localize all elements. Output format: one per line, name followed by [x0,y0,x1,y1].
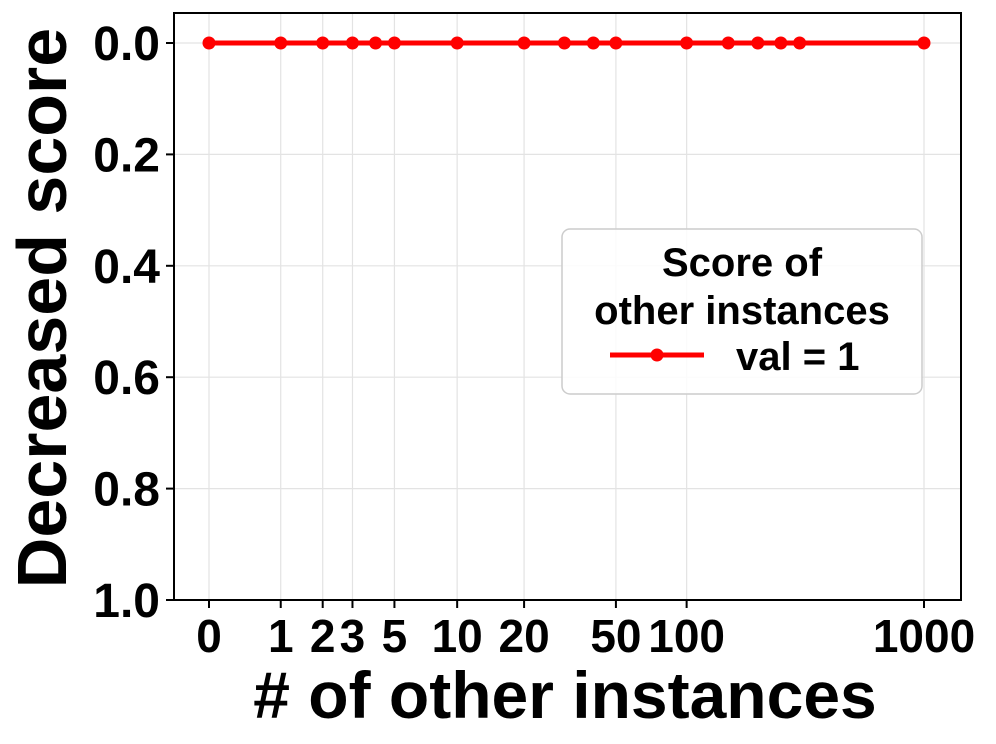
data-point-0-9 [586,36,600,50]
y-tick-label-4: 0.8 [93,464,160,517]
data-point-0-0 [202,36,216,50]
legend-series-marker [650,348,664,362]
x-tick-label-5: 10 [432,610,483,662]
legend-title-line2: other instances [594,289,890,333]
x-tick-label-9: 1000 [873,610,975,662]
y-tick-label-3: 0.6 [93,352,160,405]
y-tick-label-0: 0.0 [93,18,160,71]
legend-series-label: val = 1 [736,335,859,379]
x-tick-label-4: 5 [382,610,408,662]
data-point-0-4 [369,36,383,50]
data-point-0-11 [680,36,694,50]
x-tick-label-1: 1 [268,610,294,662]
y-tick-label-5: 1.0 [93,575,160,628]
data-point-0-2 [316,36,330,50]
series-layer [202,36,931,50]
x-tick-label-0: 0 [196,610,222,662]
data-point-0-7 [517,36,531,50]
data-point-0-14 [774,36,788,50]
x-axis-title: # of other instances [253,658,877,732]
y-axis-title: Decreased score [3,28,81,588]
data-point-0-5 [387,36,401,50]
data-point-0-10 [609,36,623,50]
y-tick-label-1: 0.2 [93,129,160,182]
x-tick-label-8: 100 [648,610,725,662]
y-tick-label-2: 0.4 [93,241,160,294]
data-point-0-12 [721,36,735,50]
legend-title-line1: Score of [662,241,823,285]
plot-area-frame [173,12,962,601]
data-point-0-15 [793,36,807,50]
data-point-0-13 [751,36,765,50]
data-point-0-8 [557,36,571,50]
data-point-0-3 [345,36,359,50]
data-point-0-6 [450,36,464,50]
axis-ticks: 0.0 0.2 0.4 0.6 0.8 1.0 0 1 2 3 5 10 20 50 100 1000 [93,18,975,662]
x-tick-label-3: 3 [340,610,366,662]
legend: Score of other instances val = 1 [561,228,923,395]
x-tick-label-6: 20 [498,610,549,662]
x-tick-label-2: 2 [310,610,336,662]
data-point-0-1 [274,36,288,50]
x-tick-label-7: 50 [590,610,641,662]
data-point-0-16 [917,36,931,50]
